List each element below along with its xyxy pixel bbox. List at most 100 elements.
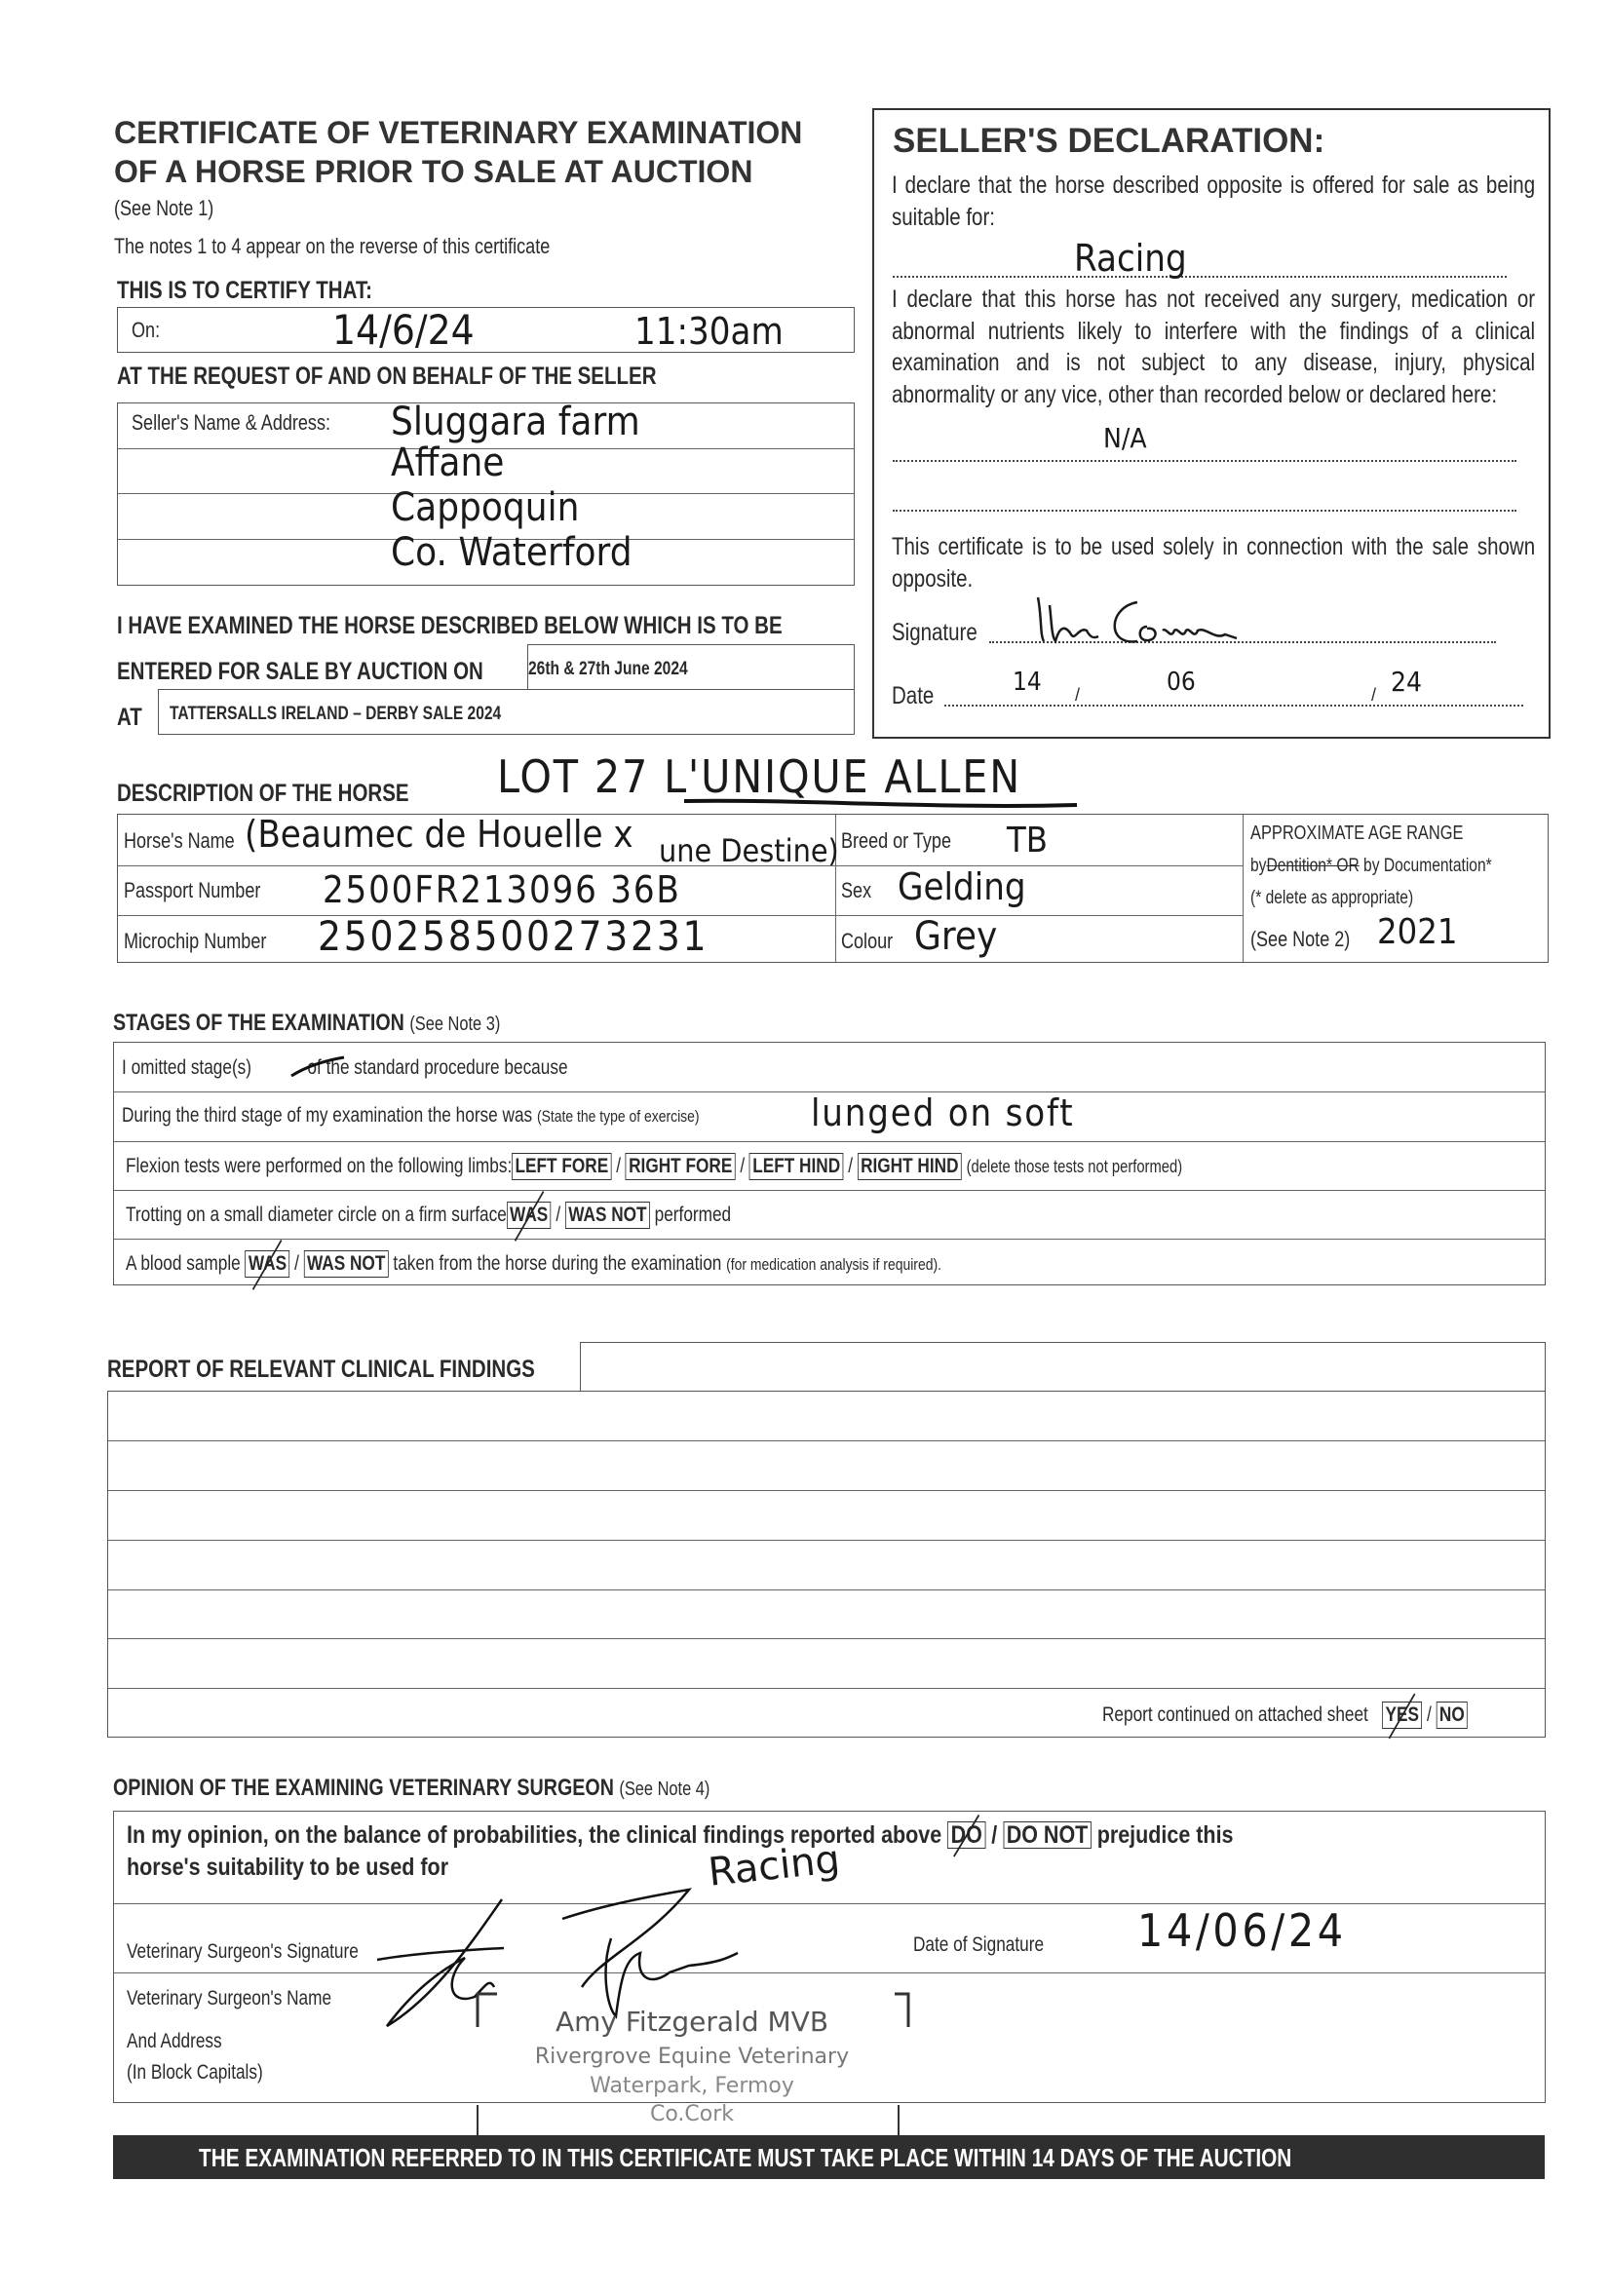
sex-label: Sex [841,878,872,902]
opinion-heading: OPINION OF THE EXAMINING VETERINARY SURG… [113,1775,710,1801]
title-line-2: OF A HORSE PRIOR TO SALE AT AUCTION [114,154,753,189]
third-stage-value: lunged on soft [811,1091,1075,1134]
stamp-county: Co.Cork [649,2102,735,2126]
sale-name-field[interactable]: TATTERSALLS IRELAND – DERBY SALE 2024 [158,689,855,735]
age-heading: APPROXIMATE AGE RANGE [1250,823,1464,844]
trotting-was-not-option[interactable]: WAS NOT [564,1202,650,1229]
stamp-practice: Rivergrove Equine Veterinary [534,2045,850,2069]
seller-date-label: Date [892,682,935,709]
sex-value: Gelding [898,865,1026,908]
vet-signature [376,1888,739,2028]
footer-banner: THE EXAMINATION REFERRED TO IN THIS CERT… [113,2135,1545,2179]
horse-name-label: Horse's Name [124,828,235,853]
continued-no-option[interactable]: NO [1436,1702,1468,1729]
seller-date-month: 06 [1167,668,1196,697]
lot-note: LOT 27 L'UNIQUE ALLEN [497,750,1021,803]
seller-address-line: Affane [391,440,505,485]
request-heading: AT THE REQUEST OF AND ON BEHALF OF THE S… [117,363,657,390]
continued-yes-option[interactable]: YES [1382,1702,1423,1729]
sale-name: TATTERSALLS IRELAND – DERBY SALE 2024 [170,704,502,724]
age-method: byDentition* OR by Documentation* [1250,856,1492,876]
flexion-right-fore[interactable]: RIGHT FORE [625,1153,736,1180]
passport-label: Passport Number [124,878,261,902]
seller-label: Seller's Name & Address: [132,410,330,435]
omitted-stages-row: I omitted stage(s) of the standard proced… [122,1056,568,1079]
opinion-box: In my opinion, on the balance of probabi… [113,1811,1546,2103]
horse-name-line1: (Beaumec de Houelle x [245,813,633,856]
description-heading: DESCRIPTION OF THE HORSE [117,780,409,807]
seller-signature [1036,596,1238,644]
block-capitals-label: (In Block Capitals) [127,2061,263,2084]
opinion-do-option[interactable]: DO [947,1821,986,1849]
age-delete-note: (* delete as appropriate) [1250,888,1414,908]
stamp-town: Waterpark, Fermoy [590,2074,794,2098]
notes-text: The notes 1 to 4 appear on the reverse o… [114,234,551,258]
omitted-dash-mark [290,1055,345,1078]
colour-value: Grey [914,914,998,959]
certify-heading: THIS IS TO CERTIFY THAT: [117,277,372,304]
footer-banner-text: THE EXAMINATION REFERRED TO IN THIS CERT… [199,2143,1292,2172]
at-label: AT [117,704,142,731]
usage-note: This certificate is to be used solely in… [892,533,1536,593]
seller-signature-label: Signature [892,619,978,646]
see-note-1: (See Note 1) [114,196,214,220]
seller-declaration-box: SELLER'S DECLARATION: I declare that the… [872,108,1551,739]
suitable-for-value: Racing [1074,237,1187,280]
breed-value: TB [1007,821,1049,861]
age-value: 2021 [1377,912,1458,952]
flexion-row: Flexion tests were performed on the foll… [126,1153,1182,1180]
seller-address-line: Co. Waterford [391,530,632,575]
trotting-was-option[interactable]: WAS [506,1202,552,1229]
horse-name-line2: une Destine) [659,832,839,869]
report-line-first[interactable] [580,1342,1546,1392]
declaration-heading: SELLER'S DECLARATION: [893,122,1325,160]
seller-date-year: 24 [1391,666,1423,698]
vet-address-label: And Address [127,2030,222,2052]
vet-name-label: Veterinary Surgeon's Name [127,1987,332,2009]
stages-heading: STAGES OF THE EXAMINATION (See Note 3) [113,1010,501,1036]
opinion-text-line2: horse's suitability to be used for [127,1854,449,1881]
entered-label: ENTERED FOR SALE BY AUCTION ON [117,658,483,685]
third-stage-row: During the third stage of my examination… [122,1104,700,1127]
breed-label: Breed or Type [841,828,951,853]
declaration-intro: I declare that the horse described oppos… [892,172,1536,231]
exam-date-value: 14/6/24 [332,306,475,354]
sale-dates-field[interactable]: 26th & 27th June 2024 [527,644,855,690]
examined-line: I HAVE EXAMINED THE HORSE DESCRIBED BELO… [117,612,783,639]
blood-sample-row: A blood sample WAS / WAS NOT taken from … [126,1250,941,1278]
seller-address-line: Sluggara farm [391,400,640,444]
flexion-left-hind[interactable]: LEFT HIND [748,1153,844,1180]
blood-was-not-option[interactable]: WAS NOT [303,1250,389,1278]
microchip-value: 250258500273231 [318,912,709,960]
report-heading: REPORT OF RELEVANT CLINICAL FINDINGS [107,1356,535,1383]
colour-label: Colour [841,929,894,953]
report-findings-area[interactable]: Report continued on attached sheet YES /… [107,1391,1546,1738]
age-note: (See Note 2) [1250,927,1351,951]
vet-signature-label: Veterinary Surgeon's Signature [127,1940,359,1963]
stages-table: I omitted stage(s) of the standard proced… [113,1042,1546,1285]
lot-underline [683,798,1078,808]
seller-address-line: Cappoquin [391,485,580,530]
on-label: On: [132,318,161,342]
exam-date-field[interactable]: On: 14/6/24 11:30am [117,306,855,354]
trotting-row: Trotting on a small diameter circle on a… [126,1202,731,1229]
title-line-1: CERTIFICATE OF VETERINARY EXAMINATION [114,115,803,150]
date-of-signature-label: Date of Signature [913,1933,1045,1956]
seller-address-field[interactable]: Seller's Name & Address: Sluggara farm A… [117,400,855,586]
opinion-text: In my opinion, on the balance of probabi… [127,1821,1234,1849]
exam-time-value: 11:30am [634,310,784,353]
report-continued-row: Report continued on attached sheet YES /… [1102,1702,1468,1729]
stamp-name: Amy Fitzgerald MVB [555,2006,829,2038]
horse-description-table: Horse's Name (Beaumec de Houelle x une D… [117,813,1549,963]
passport-value: 2500FR213096 36B [323,868,681,911]
sale-dates: 26th & 27th June 2024 [528,659,688,679]
flexion-right-hind[interactable]: RIGHT HIND [857,1153,962,1180]
opinion-do-not-option[interactable]: DO NOT [1003,1821,1092,1849]
seller-date-day: 14 [1013,668,1042,697]
date-of-signature-value: 14/06/24 [1137,1904,1347,1957]
declared-here-value: N/A [1103,422,1147,454]
declaration-statement: I declare that this horse has not receiv… [892,286,1536,408]
microchip-label: Microchip Number [124,929,267,953]
blood-was-option[interactable]: WAS [245,1250,290,1278]
flexion-left-fore[interactable]: LEFT FORE [512,1153,612,1180]
